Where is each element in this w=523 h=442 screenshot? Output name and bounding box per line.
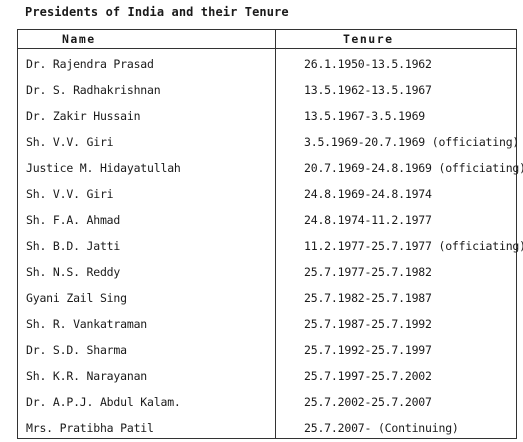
table-row: Justice M. Hidayatullah 20.7.1969-24.8.1…: [18, 156, 523, 181]
table-row: Sh. R. Vankatraman 25.7.1987-25.7.1992: [18, 312, 516, 337]
tenure-period: 25.7.2002-25.7.2007: [304, 395, 432, 409]
president-name: Sh. K.R. Narayanan: [26, 369, 148, 383]
column-header-tenure: Tenure: [343, 32, 394, 46]
tenure-period: 25.7.1987-25.7.1992: [304, 317, 432, 331]
table-row: Dr. Zakir Hussain 13.5.1967-3.5.1969: [18, 104, 516, 129]
page-title: Presidents of India and their Tenure: [25, 5, 289, 19]
table-row: Sh. N.S. Reddy 25.7.1977-25.7.1982: [18, 260, 516, 285]
president-name: Sh. N.S. Reddy: [26, 265, 121, 279]
president-name: Justice M. Hidayatullah: [26, 161, 181, 175]
tenure-period: 13.5.1962-13.5.1967: [304, 83, 432, 97]
president-name: Sh. F.A. Ahmad: [26, 213, 121, 227]
president-name: Dr. Rajendra Prasad: [26, 57, 154, 71]
president-name: Sh. V.V. Giri: [26, 135, 114, 149]
tenure-period: 24.8.1969-24.8.1974: [304, 187, 432, 201]
presidents-table: Name Tenure Dr. Rajendra Prasad 26.1.195…: [17, 29, 523, 441]
tenure-period: 25.7.1992-25.7.1997: [304, 343, 432, 357]
tenure-period: 26.1.1950-13.5.1962: [304, 57, 432, 71]
table-row: Mrs. Pratibha Patil 25.7.2007- (Continui…: [18, 416, 516, 441]
table-row: Dr. S.D. Sharma 25.7.1992-25.7.1997: [18, 338, 516, 363]
table-row: Sh. B.D. Jatti 11.2.1977-25.7.1977 (offi…: [18, 234, 523, 259]
tenure-period: 25.7.2007- (Continuing): [304, 421, 459, 435]
table-row: Gyani Zail Sing 25.7.1982-25.7.1987: [18, 286, 516, 311]
president-name: Sh. B.D. Jatti: [26, 239, 121, 253]
column-divider: [275, 30, 276, 438]
president-name: Dr. S. Radhakrishnan: [26, 83, 161, 97]
table-row: Dr. Rajendra Prasad 26.1.1950-13.5.1962: [18, 52, 516, 77]
column-header-name: Name: [62, 32, 96, 46]
tenure-period: 25.7.1977-25.7.1982: [304, 265, 432, 279]
tenure-period: 13.5.1967-3.5.1969: [304, 109, 426, 123]
president-name: Sh. V.V. Giri: [26, 187, 114, 201]
header-divider: [18, 48, 516, 49]
table-row: Sh. V.V. Giri 24.8.1969-24.8.1974: [18, 182, 516, 207]
tenure-period: 3.5.1969-20.7.1969 (officiating): [304, 135, 520, 149]
president-name: Dr. Zakir Hussain: [26, 109, 141, 123]
table-row: Dr. S. Radhakrishnan 13.5.1962-13.5.1967: [18, 78, 516, 103]
president-name: Dr. A.P.J. Abdul Kalam.: [26, 395, 181, 409]
president-name: Mrs. Pratibha Patil: [26, 421, 154, 435]
table-row: Dr. A.P.J. Abdul Kalam. 25.7.2002-25.7.2…: [18, 390, 516, 415]
table-row: Sh. V.V. Giri 3.5.1969-20.7.1969 (offici…: [18, 130, 520, 155]
president-name: Sh. R. Vankatraman: [26, 317, 148, 331]
tenure-period: 25.7.1982-25.7.1987: [304, 291, 432, 305]
table-row: Sh. K.R. Narayanan 25.7.1997-25.7.2002: [18, 364, 516, 389]
tenure-period: 25.7.1997-25.7.2002: [304, 369, 432, 383]
tenure-period: 20.7.1969-24.8.1969 (officiating): [304, 161, 523, 175]
table-row: Sh. F.A. Ahmad 24.8.1974-11.2.1977: [18, 208, 516, 233]
president-name: Dr. S.D. Sharma: [26, 343, 127, 357]
tenure-period: 24.8.1974-11.2.1977: [304, 213, 432, 227]
tenure-period: 11.2.1977-25.7.1977 (officiating): [304, 239, 523, 253]
president-name: Gyani Zail Sing: [26, 291, 127, 305]
